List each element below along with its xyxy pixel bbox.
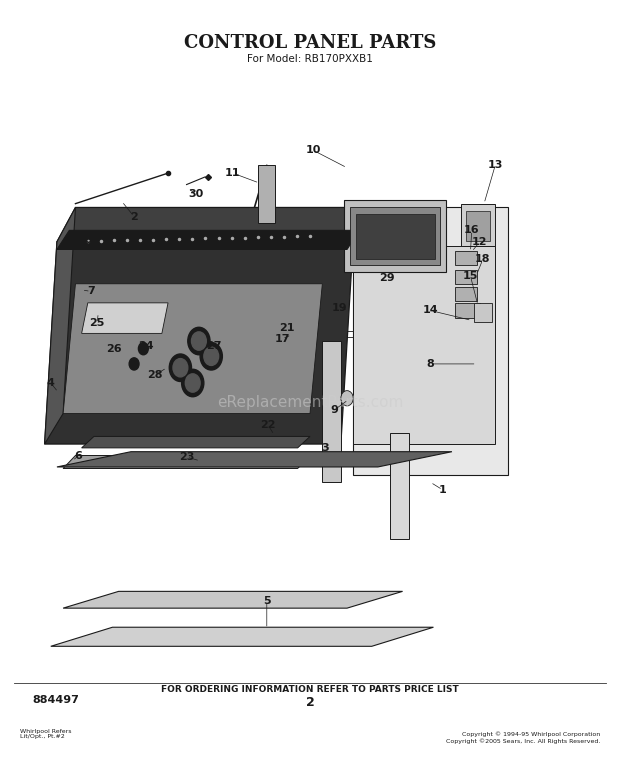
Text: 14: 14 [423,306,438,316]
FancyBboxPatch shape [356,214,435,260]
Polygon shape [353,208,508,475]
FancyBboxPatch shape [350,208,440,265]
Polygon shape [353,246,495,444]
Polygon shape [63,456,310,469]
Text: 5: 5 [263,595,270,605]
Polygon shape [63,283,322,414]
Text: CONTROL PANEL PARTS: CONTROL PANEL PARTS [184,34,436,52]
FancyBboxPatch shape [344,200,446,273]
FancyBboxPatch shape [455,286,477,300]
Text: 17: 17 [275,334,290,344]
FancyBboxPatch shape [455,303,480,318]
Polygon shape [51,627,433,647]
Text: Copyright © 1994-95 Whirlpool Corporation
Copyright ©2005 Sears, Inc. All Rights: Copyright © 1994-95 Whirlpool Corporatio… [446,732,600,744]
Text: For Model: RB170PXXB1: For Model: RB170PXXB1 [247,54,373,64]
Text: 27: 27 [206,342,222,352]
FancyBboxPatch shape [461,204,495,246]
Text: 23: 23 [179,452,194,462]
FancyBboxPatch shape [466,211,490,241]
Circle shape [138,342,148,355]
FancyBboxPatch shape [455,251,477,265]
Text: 16: 16 [464,225,479,235]
Text: 24: 24 [139,342,154,352]
Text: 884497: 884497 [32,695,79,705]
Circle shape [169,354,192,381]
Polygon shape [45,208,76,444]
Text: 2: 2 [130,211,138,221]
Polygon shape [45,242,353,444]
FancyBboxPatch shape [257,165,275,223]
Circle shape [204,347,219,365]
Polygon shape [57,231,360,250]
Text: 7: 7 [87,286,95,296]
Text: 19: 19 [332,303,347,313]
Text: 2: 2 [306,696,314,709]
Text: 22: 22 [260,420,276,430]
Circle shape [182,369,204,397]
Text: 11: 11 [225,168,241,178]
Text: 20: 20 [77,234,92,244]
Text: Whirlpool Refers
Lit/Opt., Pt.#2: Whirlpool Refers Lit/Opt., Pt.#2 [20,728,71,739]
Polygon shape [390,433,409,539]
Text: 3: 3 [322,443,329,453]
Text: 30: 30 [188,188,203,198]
Text: FOR ORDERING INFORMATION REFER TO PARTS PRICE LIST: FOR ORDERING INFORMATION REFER TO PARTS … [161,686,459,694]
Text: 15: 15 [463,271,478,281]
Circle shape [192,332,206,350]
FancyBboxPatch shape [474,303,492,322]
Text: 10: 10 [306,146,321,155]
Circle shape [173,358,188,377]
Text: 8: 8 [427,359,434,369]
Polygon shape [57,208,372,242]
Text: 28: 28 [147,371,162,381]
Text: 29: 29 [379,273,395,283]
Polygon shape [82,303,168,333]
Text: 4: 4 [47,378,55,388]
Circle shape [200,342,223,370]
FancyBboxPatch shape [455,270,477,283]
Circle shape [188,327,210,355]
Polygon shape [322,341,341,483]
Text: 21: 21 [279,323,294,333]
Text: eReplacementParts.com: eReplacementParts.com [217,394,403,410]
Text: 9: 9 [330,404,339,414]
Circle shape [129,358,139,370]
Text: 6: 6 [74,450,82,460]
Polygon shape [63,591,402,608]
Text: 12: 12 [472,237,487,247]
Text: 26: 26 [106,344,122,354]
Circle shape [341,391,353,406]
Text: 1: 1 [439,485,446,495]
Circle shape [185,374,200,392]
Polygon shape [82,437,310,448]
Text: 25: 25 [89,319,105,329]
Text: 18: 18 [475,254,490,264]
Text: 13: 13 [487,161,503,171]
Polygon shape [57,452,452,467]
